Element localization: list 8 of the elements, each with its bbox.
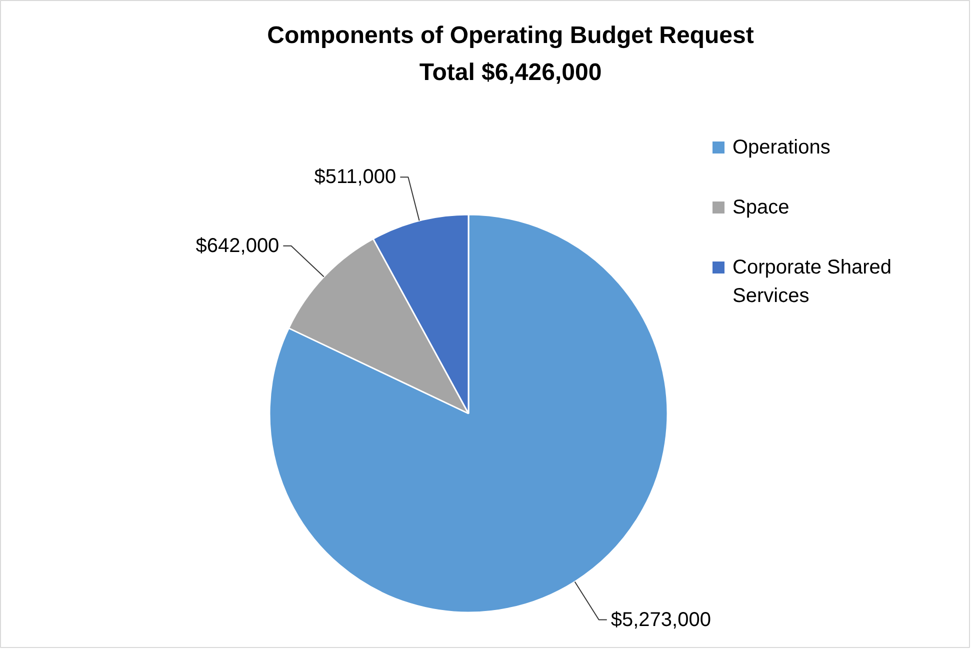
data-label: $5,273,000 — [610, 608, 711, 631]
chart-subtitle: Total $6,426,000 — [419, 59, 602, 86]
legend-label: Operations — [732, 136, 830, 158]
chart-title: Components of Operating Budget Request — [267, 22, 754, 49]
legend-label: Space — [732, 196, 790, 218]
legend-label: Corporate Shared Services — [732, 256, 892, 308]
data-label: $642,000 — [196, 234, 280, 257]
data-label: $511,000 — [314, 166, 396, 188]
